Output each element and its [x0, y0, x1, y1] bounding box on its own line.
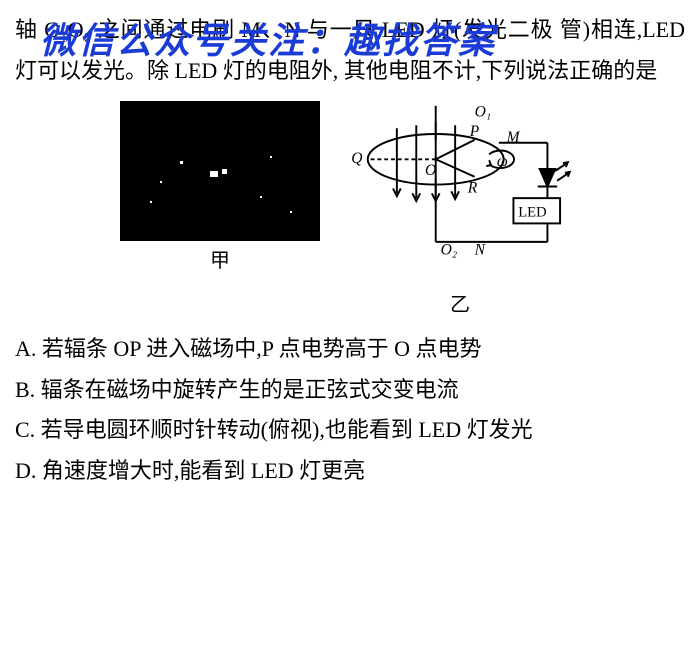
lbl-o2: O₂: [441, 242, 458, 259]
lbl-o1: O₁: [475, 104, 492, 121]
lbl-omega: ω: [497, 153, 508, 170]
lbl-o: O: [425, 162, 436, 179]
figure-right: O₁ P M Q O R ω O₂ N LED 乙: [340, 101, 580, 324]
option-b: B. 辐条在磁场中旋转产生的是正弦式交变电流: [15, 370, 685, 411]
option-d: D. 角速度增大时,能看到 LED 灯更亮: [15, 451, 685, 492]
noisy-photo: [120, 101, 320, 241]
caption-right: 乙: [340, 287, 580, 324]
lbl-q: Q: [351, 151, 362, 168]
caption-left: 甲: [120, 243, 320, 280]
lbl-p: P: [469, 123, 480, 140]
lbl-n: N: [474, 242, 487, 259]
lbl-r: R: [467, 180, 478, 197]
options-block: A. 若辐条 OP 进入磁场中,P 点电势高于 O 点电势 B. 辐条在磁场中旋…: [15, 329, 685, 492]
option-c: C. 若导电圆环顺时针转动(俯视),也能看到 LED 灯发光: [15, 410, 685, 451]
option-a: A. 若辐条 OP 进入磁场中,P 点电势高于 O 点电势: [15, 329, 685, 370]
lbl-m: M: [506, 129, 521, 146]
lbl-led: LED: [518, 205, 546, 221]
figure-left: 甲: [120, 101, 320, 280]
circuit-diagram: O₁ P M Q O R ω O₂ N LED: [340, 101, 580, 271]
watermark-text: 微信公众号关注：趣找答案: [40, 8, 496, 75]
figure-row: 甲: [15, 101, 685, 324]
